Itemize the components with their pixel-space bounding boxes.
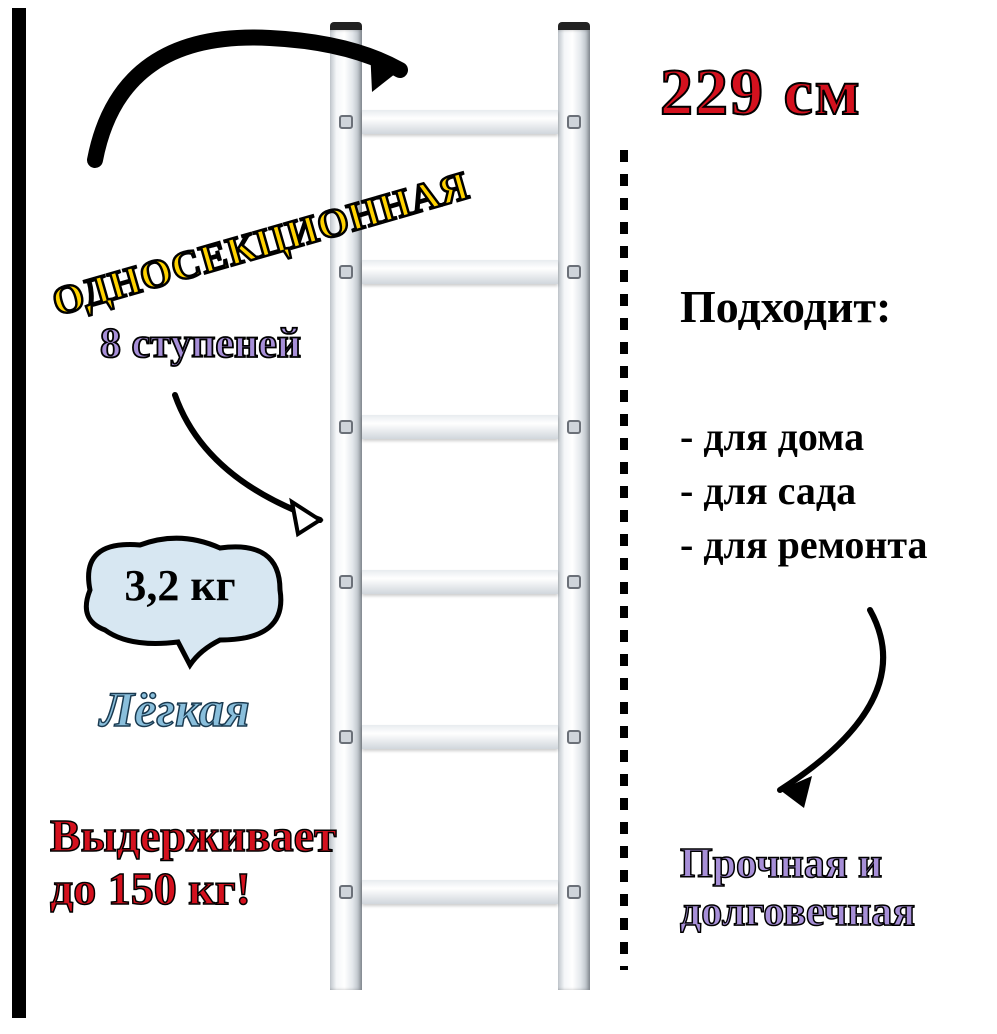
rung-bracket <box>567 115 581 129</box>
ladder-rung <box>362 880 558 904</box>
rung-bracket <box>339 730 353 744</box>
suitable-item: - для сада <box>680 464 928 518</box>
rung-bracket <box>567 420 581 434</box>
ladder-rung <box>362 260 558 284</box>
rung-bracket <box>567 885 581 899</box>
light-label: Лёгкая <box>100 680 250 738</box>
height-label: 229 см <box>660 55 862 131</box>
rung-bracket <box>567 575 581 589</box>
height-ruler-dashes <box>620 150 628 970</box>
left-border-bar <box>12 8 26 1018</box>
suitable-header: Подходит: <box>680 280 891 333</box>
durable-label: Прочная и долговечная <box>680 840 915 937</box>
rung-bracket <box>339 575 353 589</box>
weight-bubble: 3,2 кг <box>70 530 290 660</box>
weight-label: 3,2 кг <box>70 560 290 611</box>
holds-label: Выдерживает до 150 кг! <box>50 810 337 916</box>
rung-bracket <box>339 115 353 129</box>
ladder-rung <box>362 415 558 439</box>
suitable-list: - для дома- для сада- для ремонта <box>680 410 928 572</box>
suitable-item: - для дома <box>680 410 928 464</box>
suitable-item: - для ремонта <box>680 518 928 572</box>
steps-label: 8 ступеней <box>100 320 301 368</box>
ladder-rung <box>362 570 558 594</box>
ladder-rail-right <box>558 30 590 990</box>
rung-bracket <box>339 885 353 899</box>
rung-bracket <box>339 420 353 434</box>
rung-bracket <box>567 265 581 279</box>
ladder-rung <box>362 110 558 134</box>
ladder-rung <box>362 725 558 749</box>
rung-bracket <box>567 730 581 744</box>
rung-bracket <box>339 265 353 279</box>
